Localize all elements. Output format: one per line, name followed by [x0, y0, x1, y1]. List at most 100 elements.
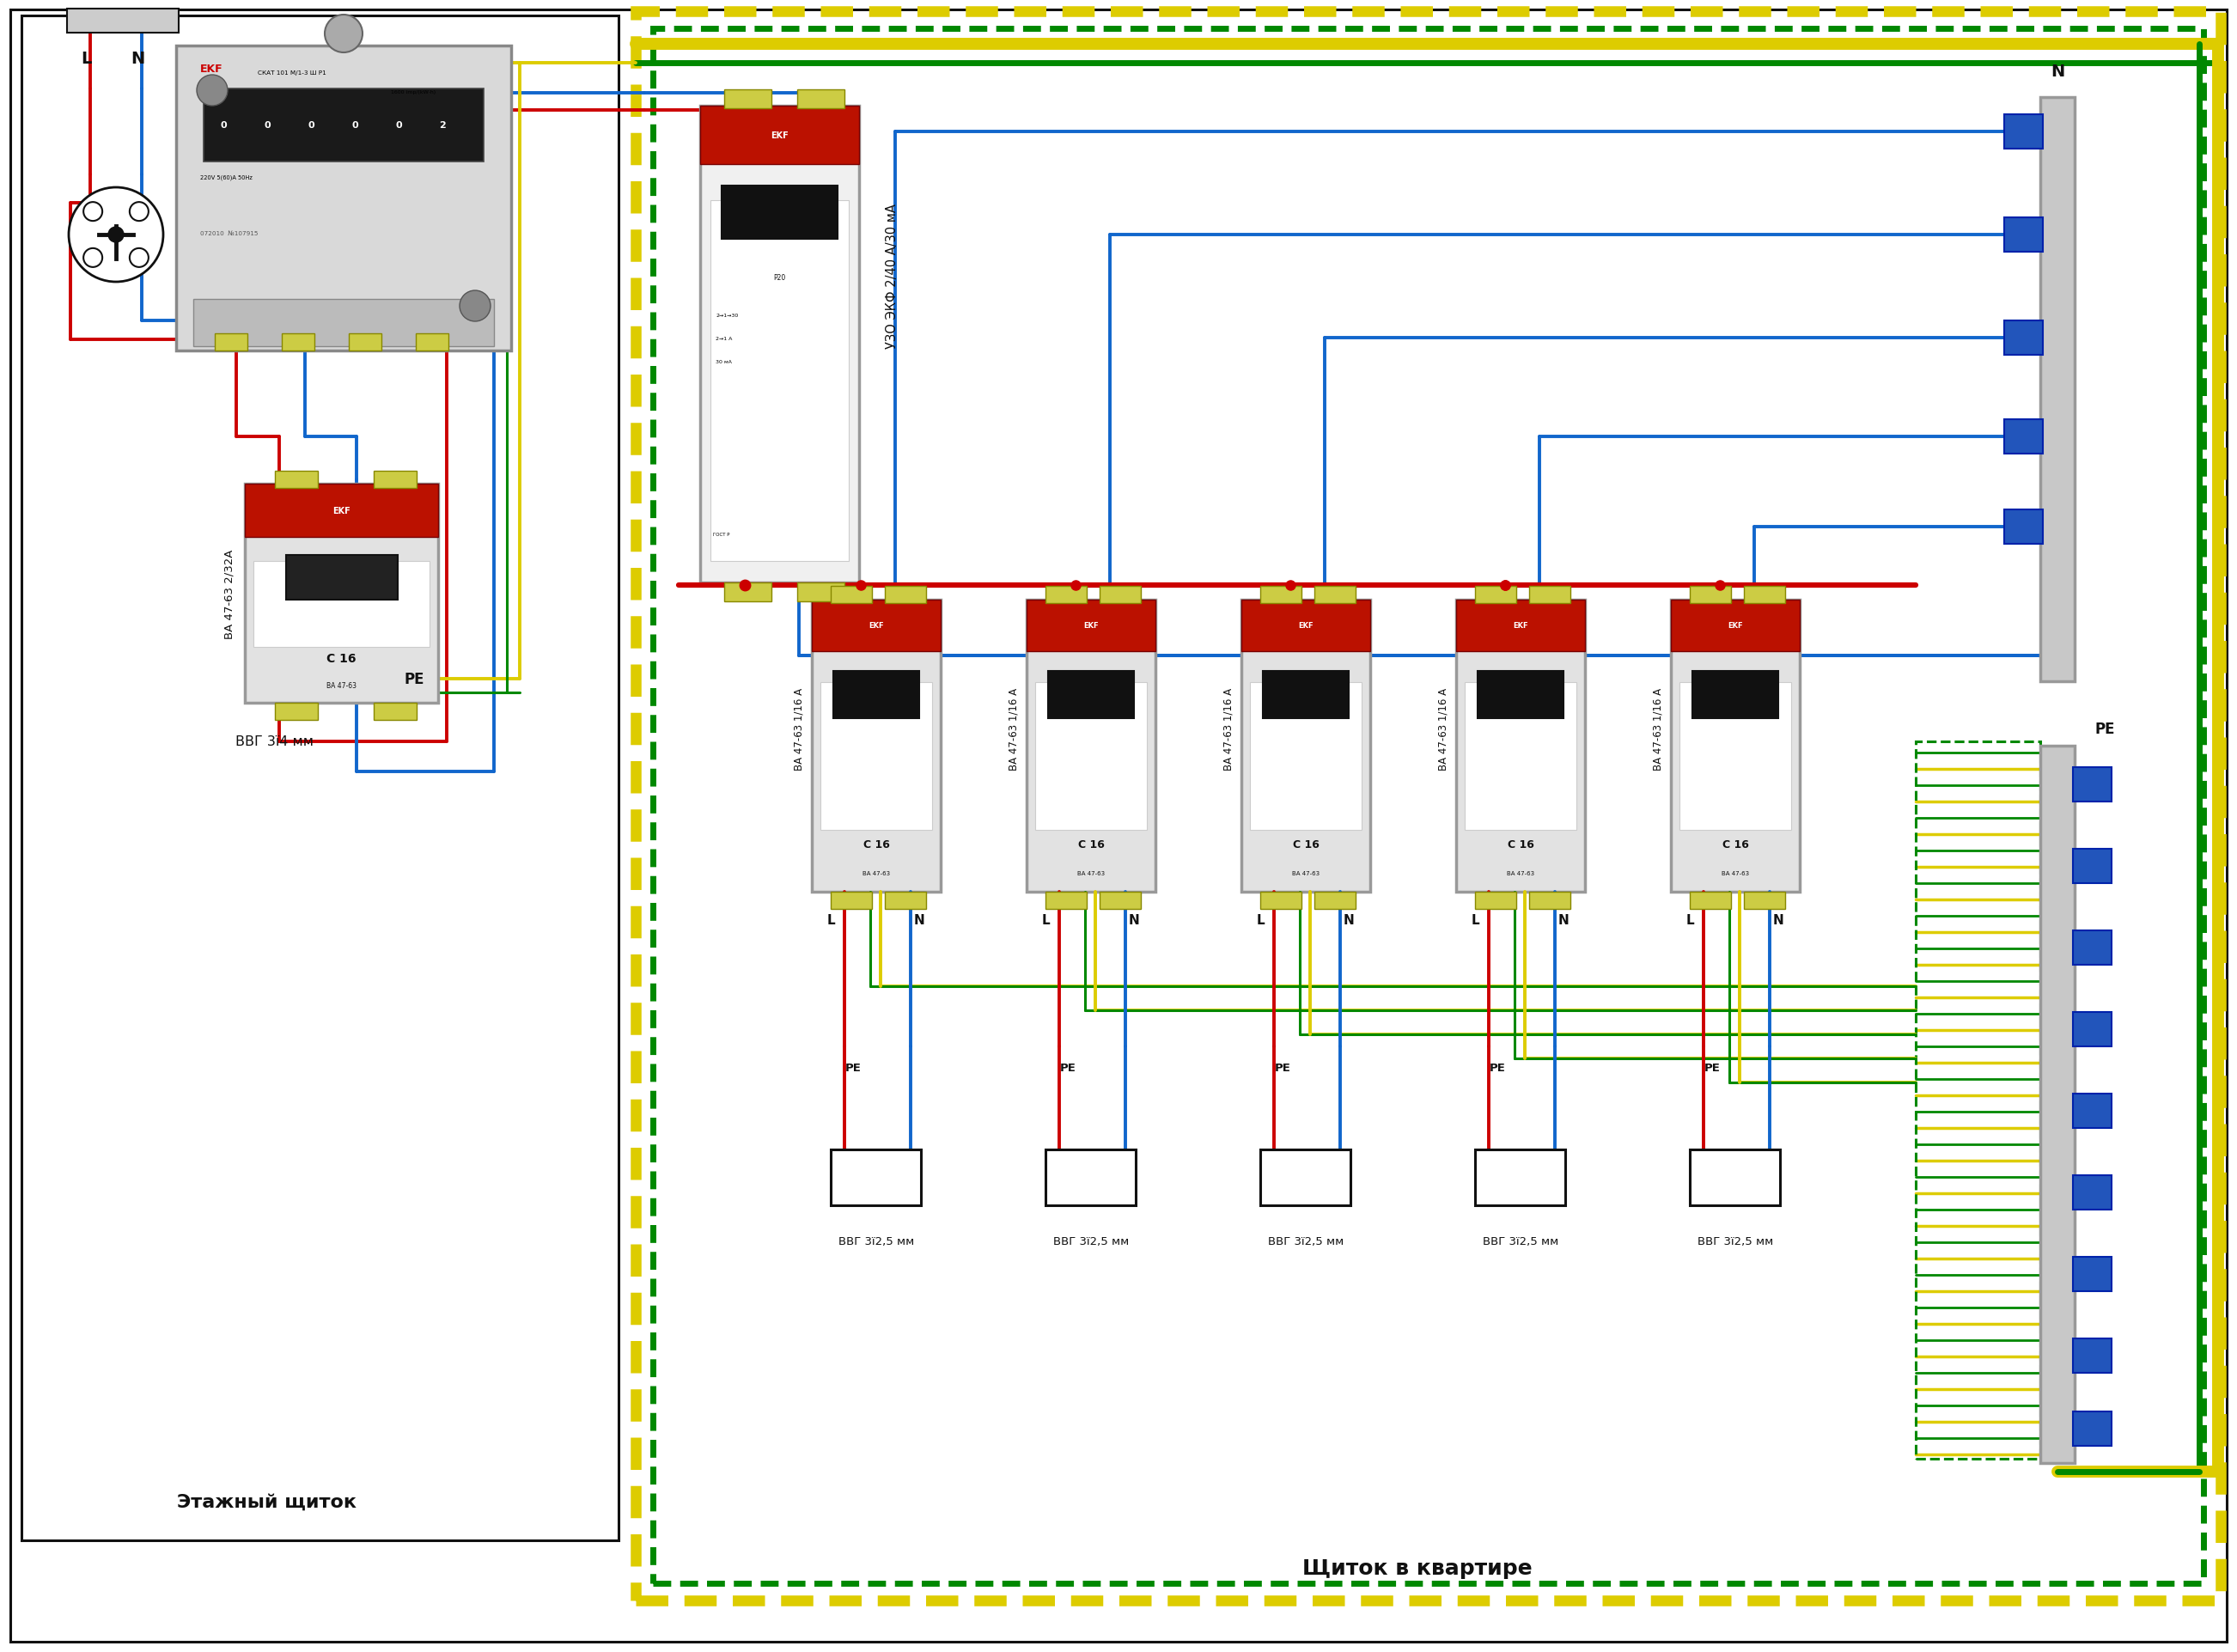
Text: C 16: C 16: [1078, 839, 1105, 851]
Bar: [1027, 600, 1157, 651]
Text: P20: P20: [774, 274, 785, 282]
Bar: [1250, 682, 1362, 831]
Circle shape: [197, 76, 228, 106]
Bar: [1049, 671, 1134, 719]
Bar: [1242, 600, 1371, 651]
Bar: [22, 17, 617, 1540]
Bar: [253, 562, 430, 648]
Text: PE: PE: [405, 671, 425, 687]
Bar: [2004, 510, 2042, 545]
Bar: [1680, 682, 1792, 831]
Bar: [834, 671, 919, 719]
Bar: [2074, 930, 2112, 965]
Text: ВВГ 3ї2,5 мм: ВВГ 3ї2,5 мм: [1698, 1236, 1774, 1247]
Text: ВВГ 3ї2,5 мм: ВВГ 3ї2,5 мм: [1054, 1236, 1130, 1247]
Text: 0: 0: [264, 121, 271, 129]
Text: ВА 47-63 1/16 А: ВА 47-63 1/16 А: [794, 687, 805, 770]
Text: EKF: EKF: [868, 623, 884, 629]
Text: ВВГ 3ї4 мм: ВВГ 3ї4 мм: [235, 735, 313, 748]
Bar: [2040, 97, 2074, 682]
Bar: [1456, 600, 1586, 892]
Bar: [1671, 600, 1801, 892]
Circle shape: [83, 249, 103, 268]
Bar: [1101, 586, 1141, 603]
Bar: [2040, 747, 2074, 1464]
Text: EKF: EKF: [1083, 623, 1098, 629]
Bar: [1259, 892, 1302, 909]
Bar: [1259, 586, 1302, 603]
Text: ВА 47-63 1/16 А: ВА 47-63 1/16 А: [1438, 687, 1450, 770]
Bar: [1315, 586, 1356, 603]
Bar: [1530, 586, 1570, 603]
Text: C 16: C 16: [1508, 839, 1535, 851]
Bar: [2004, 420, 2042, 454]
Bar: [711, 202, 848, 562]
Bar: [286, 555, 398, 600]
Bar: [2074, 849, 2112, 884]
Bar: [349, 334, 383, 352]
Bar: [1745, 586, 1785, 603]
Text: ВА 47-63: ВА 47-63: [863, 871, 890, 876]
Bar: [2004, 320, 2042, 355]
Bar: [1474, 892, 1517, 909]
Bar: [821, 682, 933, 831]
Text: C 16: C 16: [1722, 839, 1749, 851]
Text: ВА 47-63: ВА 47-63: [1722, 871, 1749, 876]
Text: 220V 5(60)A 50Hz: 220V 5(60)A 50Hz: [199, 175, 253, 180]
Circle shape: [107, 228, 123, 243]
Circle shape: [130, 203, 148, 221]
Text: C 16: C 16: [327, 653, 356, 664]
Bar: [700, 106, 859, 583]
Bar: [282, 334, 315, 352]
Bar: [244, 484, 438, 704]
Circle shape: [69, 188, 163, 282]
Bar: [1689, 586, 1731, 603]
Bar: [886, 892, 926, 909]
Text: N: N: [1127, 914, 1139, 927]
Text: 2: 2: [438, 121, 445, 129]
Text: PE: PE: [1275, 1062, 1291, 1074]
Text: EKF: EKF: [333, 507, 351, 515]
Bar: [2074, 1411, 2112, 1446]
Bar: [1315, 892, 1356, 909]
Text: C 16: C 16: [863, 839, 890, 851]
Text: Щиток в квартире: Щиток в квартире: [1302, 1558, 1532, 1578]
Text: ВВГ 3ї2,5 мм: ВВГ 3ї2,5 мм: [1268, 1236, 1344, 1247]
Text: 0: 0: [396, 121, 403, 129]
Text: L: L: [1257, 914, 1264, 927]
Text: 0: 0: [219, 121, 226, 129]
Bar: [215, 334, 248, 352]
Bar: [1474, 586, 1517, 603]
Bar: [1036, 682, 1148, 831]
Text: 2→1→30: 2→1→30: [716, 314, 738, 317]
Text: PE: PE: [1490, 1062, 1506, 1074]
Text: ВА 47-63: ВА 47-63: [1293, 871, 1320, 876]
Bar: [1045, 586, 1087, 603]
Text: N: N: [913, 914, 924, 927]
Text: ГОСТ Р: ГОСТ Р: [714, 532, 729, 537]
Text: EKF: EKF: [772, 132, 787, 140]
Bar: [1264, 671, 1349, 719]
Bar: [1479, 671, 1564, 719]
Bar: [204, 89, 483, 162]
Bar: [1745, 892, 1785, 909]
Text: L: L: [81, 51, 92, 68]
Text: ВА 47-63 1/16 А: ВА 47-63 1/16 А: [1009, 687, 1020, 770]
Bar: [830, 586, 872, 603]
Bar: [635, 12, 2221, 1601]
Bar: [812, 600, 942, 892]
Text: L: L: [828, 914, 834, 927]
Text: 0: 0: [309, 121, 313, 129]
Text: ВВГ 3ї2,5 мм: ВВГ 3ї2,5 мм: [839, 1236, 915, 1247]
Text: ВВГ 3ї2,5 мм: ВВГ 3ї2,5 мм: [1483, 1236, 1559, 1247]
Text: N: N: [1772, 914, 1783, 927]
Circle shape: [459, 291, 490, 322]
Bar: [2074, 1338, 2112, 1373]
Text: PE: PE: [1705, 1062, 1720, 1074]
Bar: [886, 586, 926, 603]
Text: PE: PE: [1060, 1062, 1076, 1074]
Text: EKF: EKF: [1727, 623, 1743, 629]
Text: ВА 47-63 1/16 А: ВА 47-63 1/16 А: [1653, 687, 1664, 770]
Bar: [374, 471, 416, 489]
Bar: [1456, 600, 1586, 651]
